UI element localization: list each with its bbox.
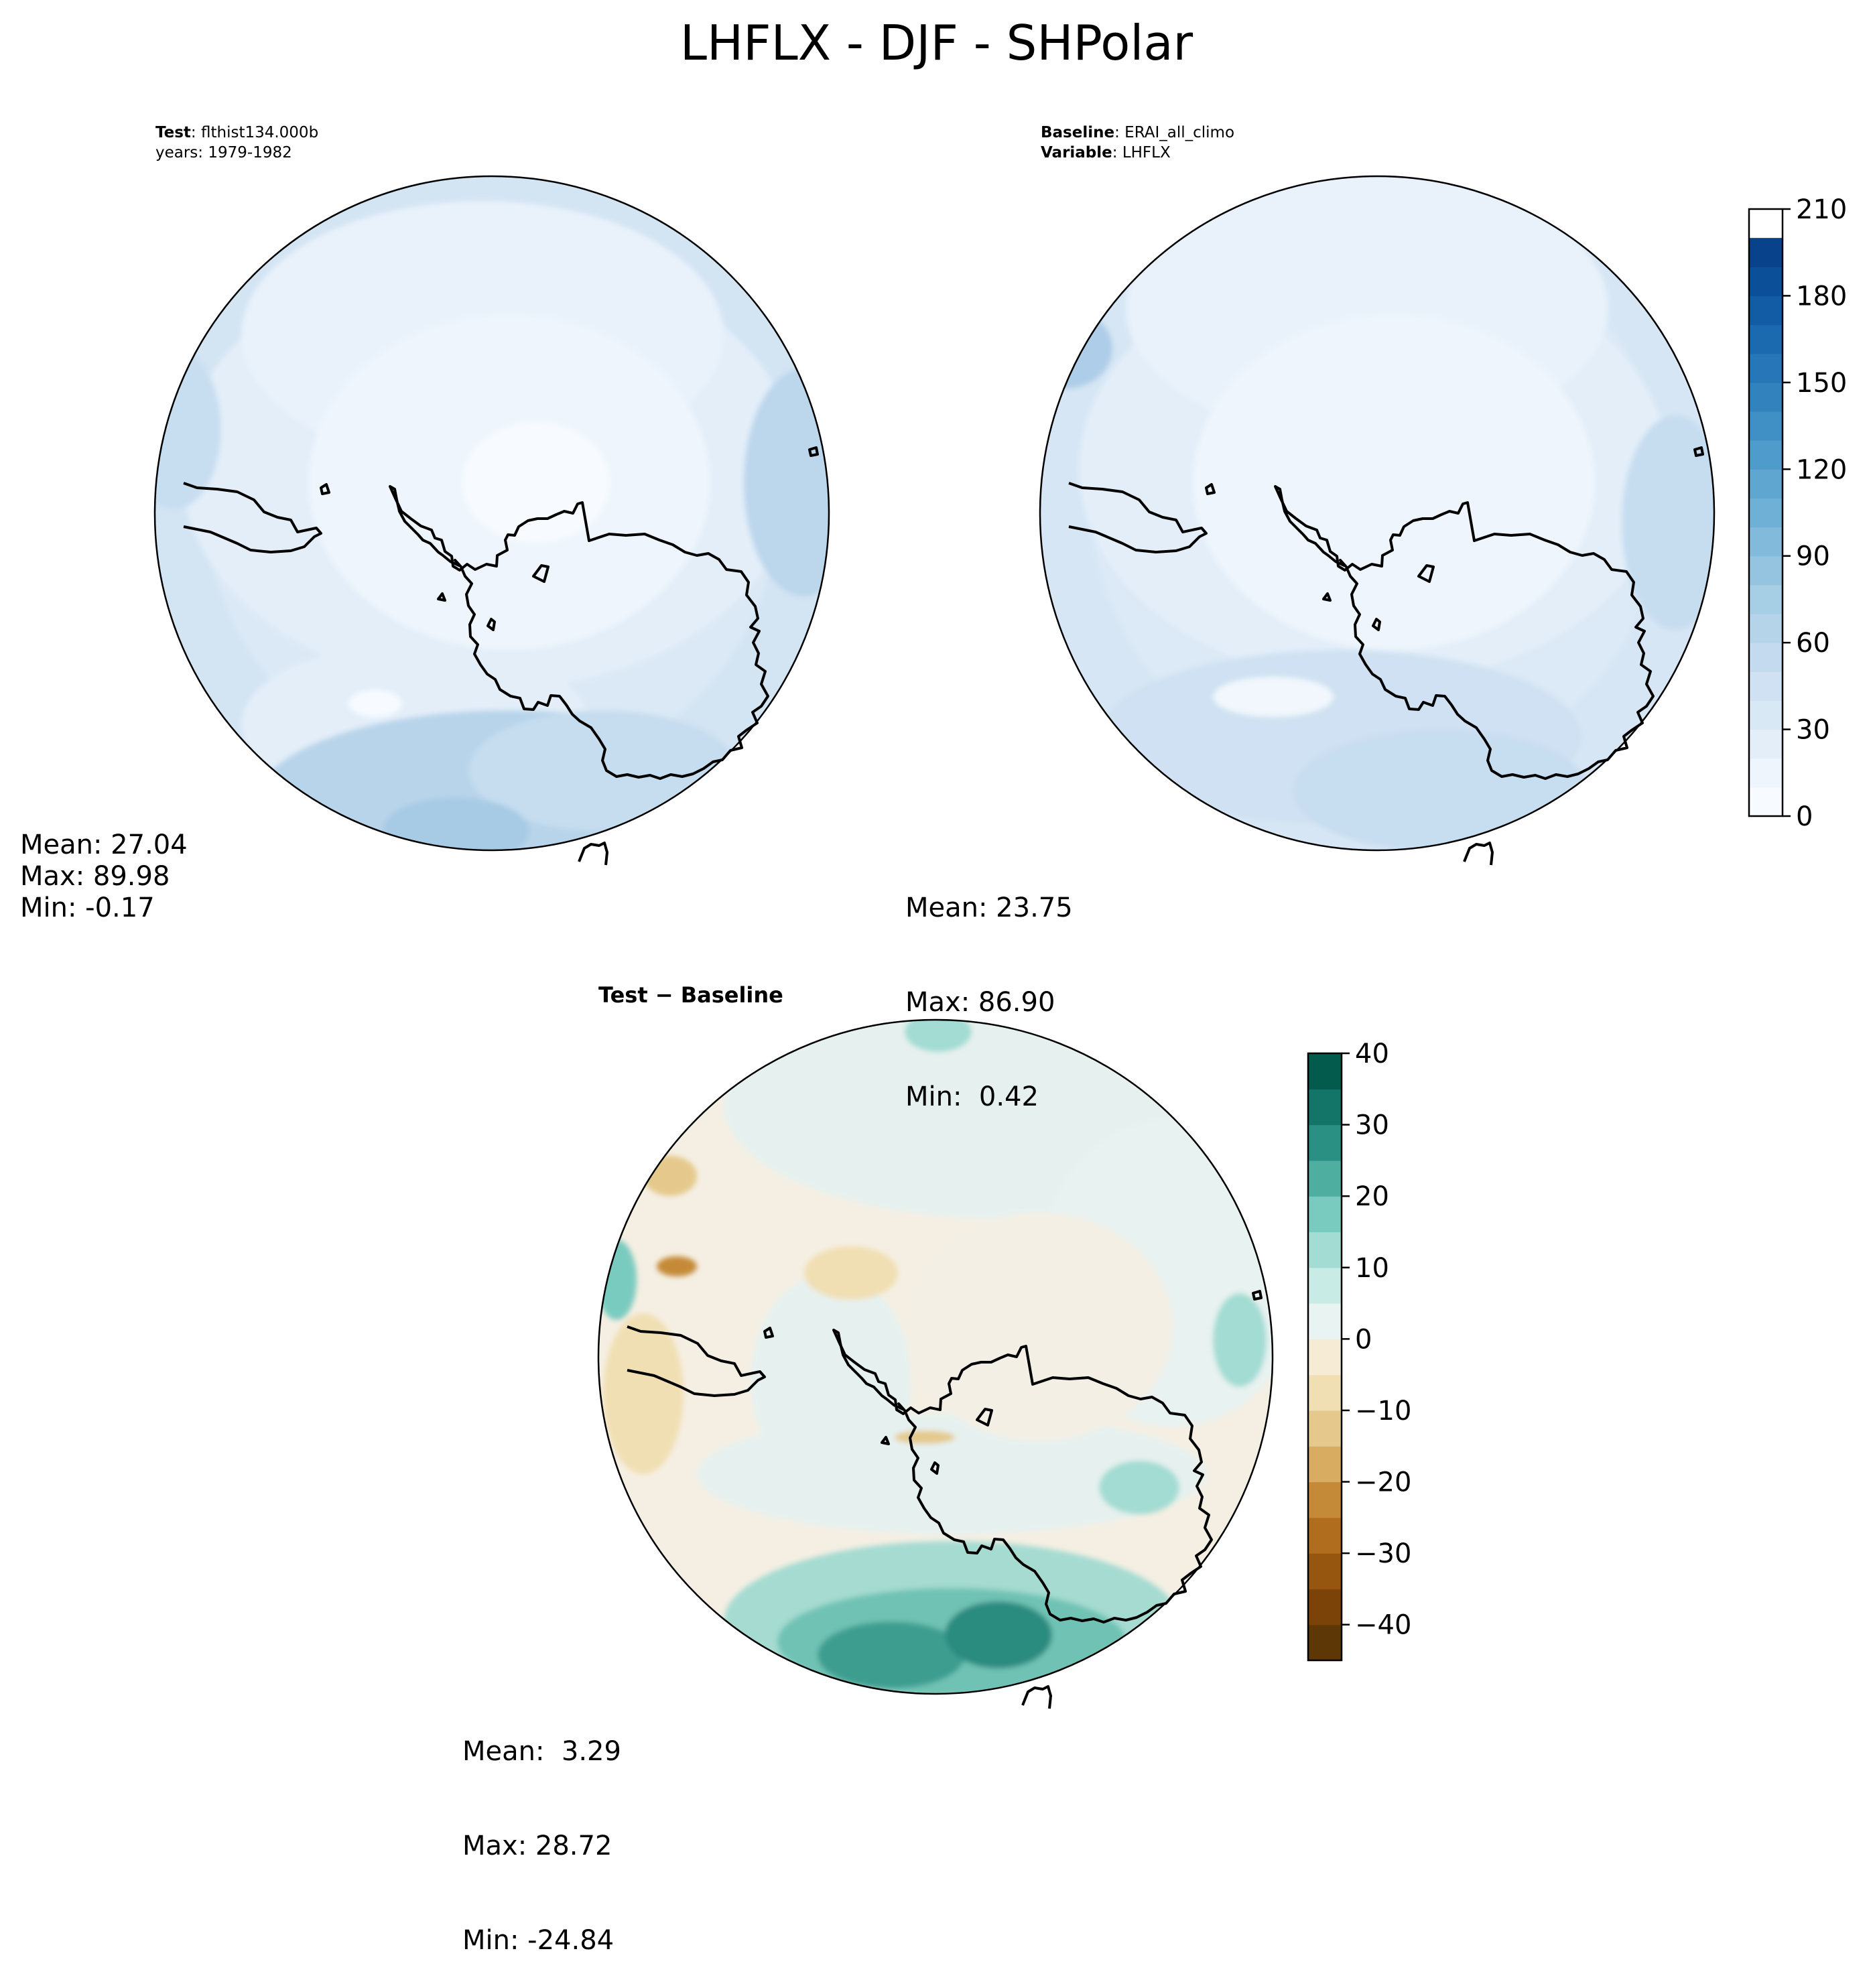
baseline-panel-label: Baseline: ERAI_all_climo Variable: LHFLX [1041,123,1234,163]
test-max: Max: 89.98 [20,861,170,892]
sequential-colorbar-segment [1749,295,1783,326]
diverging-colorbar-segment [1308,1053,1342,1089]
test-stats: Mean: 27.04 Max: 89.98 Min: -0.17 [20,830,188,924]
baseline-label-value: ERAI_all_climo [1124,124,1235,141]
sequential-colorbar-tick-label: 60 [1796,628,1830,659]
sequential-colorbar-segment [1749,555,1783,586]
figure-canvas: 0 30 60 90 120 150 180 210 −40 −30 −20 −10 0 10 20 30 4… [153,175,1847,1710]
diverging-colorbar-segment [1308,1339,1342,1376]
sequential-colorbar-tick-label: 120 [1796,454,1847,485]
sequential-colorbar-segment [1749,758,1783,788]
diverging-colorbar-frame [1307,1052,1343,1662]
diff-min: Min: -24.84 [462,1925,615,1956]
diverging-colorbar-tick-label: 20 [1355,1181,1389,1212]
figure-title: LHFLX - DJF - SHPolar [680,15,1193,71]
test-label-value: flthist134.000b [200,124,319,141]
baseline-max: Max: 86.90 [905,987,1055,1018]
diverging-colorbar-segment [1308,1124,1342,1161]
baseline-map [1039,175,1716,866]
variable-label-value: LHFLX [1122,144,1171,161]
diverging-colorbar-tick-label: −40 [1355,1610,1411,1641]
baseline-mean: Mean: 23.75 [905,892,1073,923]
baseline-stats: Mean: 23.75 Max: 86.90 Min: 0.42 [905,830,1073,1144]
sequential-colorbar-tick-label: 0 [1796,801,1813,832]
test-mean: Mean: 27.04 [20,830,188,860]
diverging-colorbar-segment [1308,1089,1342,1126]
sequential-colorbar: 0 30 60 90 120 150 180 210 [1748,194,1847,832]
test-years-label: years: 1979-1982 [155,144,292,161]
sequential-colorbar-tick-label: 180 [1796,281,1847,312]
diverging-colorbar-segment [1308,1410,1342,1447]
diverging-colorbar-segment [1308,1160,1342,1197]
sequential-colorbar-segment [1749,671,1783,702]
diverging-colorbar: −40 −30 −20 −10 0 10 20 30 40 [1307,1039,1411,1662]
sequential-colorbar-tick-label: 210 [1796,194,1847,225]
diverging-colorbar-segment [1308,1303,1342,1339]
sequential-colorbar-segment [1749,411,1783,441]
label-separator: : [190,124,201,141]
diverging-colorbar-segment [1308,1481,1342,1518]
diverging-colorbar-tick-label: 40 [1355,1039,1389,1069]
sequential-colorbar-segment [1749,614,1783,643]
sequential-colorbar-segment [1749,498,1783,528]
sequential-colorbar-segment [1749,440,1783,470]
sequential-colorbar-tick-label: 150 [1796,368,1847,399]
diff-max: Max: 28.72 [462,1831,612,1861]
test-panel-label: Test: flthist134.000b years: 1979-1982 [155,123,318,163]
diverging-colorbar-segment [1308,1374,1342,1411]
test-map [153,175,830,866]
sequential-colorbar-segment [1749,527,1783,557]
diff-stats: Mean: 3.29 Max: 28.72 Min: -24.84 [462,1673,621,1988]
diverging-colorbar-tick-label: 30 [1355,1110,1389,1141]
diff-mean: Mean: 3.29 [462,1736,621,1767]
sequential-colorbar-segment [1749,700,1783,730]
diverging-colorbar-segment [1308,1446,1342,1483]
sequential-colorbar-segment [1749,584,1783,614]
sequential-colorbar-segment [1749,382,1783,412]
label-separator: : [1112,144,1122,161]
sequential-colorbar-segment [1749,729,1783,759]
test-label-key: Test [155,124,191,141]
baseline-label-key: Baseline [1041,124,1115,141]
sequential-colorbar-segment [1749,469,1783,499]
sequential-colorbar-segment [1749,238,1783,267]
diverging-colorbar-segment [1308,1517,1342,1554]
sequential-colorbar-segment [1749,787,1783,817]
baseline-map-border [1039,175,1716,852]
diverging-colorbar-tick-label: −30 [1355,1538,1411,1569]
test-min: Min: -0.17 [20,892,155,923]
variable-label-key: Variable [1041,144,1112,161]
sequential-colorbar-frame [1748,208,1784,817]
diverging-colorbar-tick-label: 10 [1355,1253,1389,1284]
diverging-colorbar-tick-label: −20 [1355,1467,1411,1498]
diverging-colorbar-segment [1308,1624,1342,1661]
diverging-colorbar-segment [1308,1232,1342,1268]
sequential-colorbar-segment [1749,324,1783,354]
diverging-colorbar-segment [1308,1553,1342,1590]
diff-map-border [597,1018,1274,1695]
sequential-colorbar-segment [1749,643,1783,672]
diverging-colorbar-segment [1308,1196,1342,1233]
diverging-colorbar-tick-label: 0 [1355,1324,1372,1355]
baseline-min: Min: 0.42 [905,1081,1039,1112]
test-map-border [153,175,830,852]
label-separator: : [1114,124,1125,141]
sequential-colorbar-tick-label: 90 [1796,541,1830,572]
diverging-colorbar-segment [1308,1267,1342,1304]
diff-panel-title: Test − Baseline [598,982,783,1008]
sequential-colorbar-tick-label: 30 [1796,715,1830,746]
diverging-colorbar-tick-label: −10 [1355,1396,1411,1427]
diverging-colorbar-segment [1308,1589,1342,1626]
sequential-colorbar-segment [1749,267,1783,297]
sequential-colorbar-segment [1749,353,1783,383]
